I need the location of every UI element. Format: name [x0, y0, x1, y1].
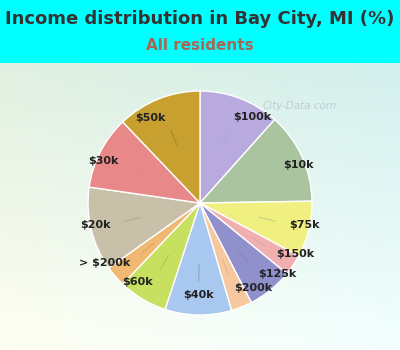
Text: $20k: $20k	[80, 220, 111, 230]
Wedge shape	[165, 203, 232, 315]
Text: $10k: $10k	[284, 160, 314, 170]
Text: All residents: All residents	[146, 38, 254, 54]
Text: $200k: $200k	[234, 283, 272, 293]
Text: > $200k: > $200k	[79, 258, 130, 268]
Wedge shape	[88, 187, 200, 268]
Wedge shape	[200, 203, 299, 274]
Text: $150k: $150k	[276, 249, 314, 259]
Text: $30k: $30k	[88, 156, 118, 166]
Wedge shape	[123, 203, 200, 309]
Wedge shape	[200, 91, 275, 203]
Text: $75k: $75k	[289, 220, 320, 230]
Wedge shape	[123, 91, 200, 203]
Wedge shape	[200, 201, 312, 256]
Text: $50k: $50k	[136, 113, 166, 123]
Text: $60k: $60k	[122, 277, 153, 287]
Text: $40k: $40k	[183, 290, 214, 300]
Wedge shape	[109, 203, 200, 284]
Text: City-Data.com: City-Data.com	[263, 101, 337, 111]
Text: Income distribution in Bay City, MI (%): Income distribution in Bay City, MI (%)	[5, 10, 395, 28]
Wedge shape	[89, 122, 200, 203]
Wedge shape	[200, 203, 287, 302]
Wedge shape	[200, 120, 312, 203]
Text: $125k: $125k	[258, 269, 296, 279]
Wedge shape	[200, 203, 251, 310]
Text: $100k: $100k	[233, 112, 271, 122]
